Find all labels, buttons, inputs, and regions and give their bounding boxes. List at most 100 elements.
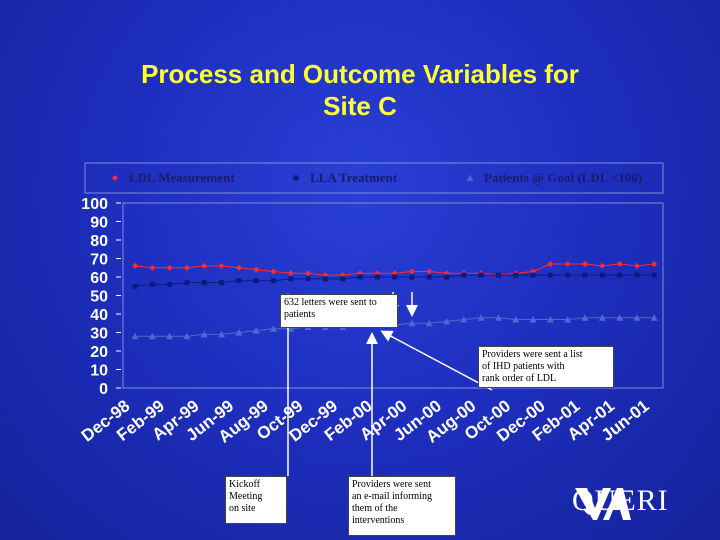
data-point xyxy=(184,280,190,286)
data-point xyxy=(443,317,451,325)
data-point xyxy=(270,278,276,284)
data-point xyxy=(650,314,658,321)
data-point xyxy=(478,272,484,278)
note-kickoff: Kickoff Meeting on site xyxy=(225,476,287,524)
data-point xyxy=(287,325,295,332)
data-point xyxy=(219,280,225,286)
data-point xyxy=(564,261,571,268)
data-point xyxy=(322,276,328,282)
data-point xyxy=(547,272,553,278)
legend-label: LLA Treatment xyxy=(310,170,398,185)
data-point xyxy=(495,272,501,278)
data-point xyxy=(149,264,156,271)
data-point xyxy=(236,278,242,284)
data-point xyxy=(235,329,243,336)
data-point xyxy=(167,281,173,287)
note-providers-list-line: rank order of LDL xyxy=(482,373,557,384)
data-point xyxy=(651,272,657,278)
data-point xyxy=(166,332,174,340)
data-point xyxy=(288,276,294,282)
data-point xyxy=(633,262,640,269)
plot-area xyxy=(122,202,664,389)
slide-title-line-2: Site C xyxy=(323,91,397,121)
legend-label: LDL Measurement xyxy=(129,170,235,185)
data-point xyxy=(477,314,485,321)
data-point xyxy=(409,274,415,280)
data-point xyxy=(616,314,624,321)
note-email: Providers were sent an e-mail informing … xyxy=(348,476,456,536)
note-letters: 632 letters were sent to patients xyxy=(280,294,398,328)
legend-marker xyxy=(466,174,474,181)
note-email-line: them of the xyxy=(352,503,398,514)
legend-box xyxy=(84,162,664,194)
note-email-line: an e-mail informing xyxy=(352,491,432,502)
data-point xyxy=(253,278,259,284)
data-point xyxy=(253,266,260,273)
slide-title-line-1: Process and Outcome Variables for xyxy=(141,59,579,89)
data-point xyxy=(131,332,139,340)
y-tick-label: 50 xyxy=(90,289,108,306)
legend-marker xyxy=(293,175,299,181)
data-point xyxy=(512,316,520,323)
legend-label: Patients @ Goal (LDL <100) xyxy=(484,170,642,185)
y-tick-label: 90 xyxy=(90,215,108,232)
note-kickoff-line: Kickoff xyxy=(229,479,260,490)
note-providers-list: Providers were sent a list of IHD patien… xyxy=(478,346,614,388)
data-point xyxy=(633,314,641,321)
data-point xyxy=(582,261,588,268)
data-point xyxy=(426,268,433,275)
data-point xyxy=(374,274,380,280)
data-point xyxy=(148,332,156,340)
y-tick-label: 70 xyxy=(90,252,108,269)
data-point xyxy=(392,274,398,280)
y-tick-label: 100 xyxy=(81,196,108,213)
note-providers-list-line: of IHD patients with xyxy=(482,361,565,372)
data-point xyxy=(634,272,640,278)
note-kickoff-line: Meeting xyxy=(229,491,263,502)
data-point xyxy=(598,314,606,321)
data-point xyxy=(218,330,226,338)
y-tick-label: 40 xyxy=(90,307,108,324)
va-logo-icon xyxy=(575,488,631,520)
note-kickoff-line: on site xyxy=(229,503,256,514)
data-point xyxy=(252,327,260,334)
data-point xyxy=(617,272,623,278)
data-point xyxy=(340,276,346,282)
queri-logo-text: QUERI xyxy=(572,484,669,517)
y-tick-label: 10 xyxy=(90,363,108,380)
data-point xyxy=(547,261,554,268)
legend: LDL Measurement LLA Treatment Patients @ G… xyxy=(112,170,642,185)
data-point xyxy=(599,272,605,278)
note-email-line: interventions xyxy=(352,515,405,526)
data-point xyxy=(530,272,536,278)
data-point xyxy=(200,330,208,338)
note-providers-list-line: Providers were sent a list xyxy=(482,349,583,360)
data-point xyxy=(460,316,468,323)
slide-title: Process and Outcome Variables for Site C xyxy=(60,58,660,122)
data-point xyxy=(183,332,191,340)
data-point xyxy=(235,264,242,271)
data-point xyxy=(201,262,208,269)
note-email-line: Providers were sent xyxy=(352,479,431,490)
data-point xyxy=(149,281,155,287)
data-point xyxy=(183,264,190,271)
data-point xyxy=(513,272,519,278)
data-point xyxy=(201,280,207,286)
data-point xyxy=(616,261,623,268)
data-point xyxy=(529,316,537,323)
series-1 xyxy=(132,272,657,289)
data-point xyxy=(287,270,294,277)
y-tick-label: 60 xyxy=(90,270,108,287)
data-point xyxy=(426,274,432,280)
data-point xyxy=(269,325,277,332)
data-point xyxy=(166,264,173,271)
data-point xyxy=(408,268,415,275)
data-point xyxy=(408,319,416,327)
data-point xyxy=(305,270,312,277)
y-tick-label: 80 xyxy=(90,233,108,250)
data-point xyxy=(270,268,277,275)
note-letters-text: 632 letters were sent to patients xyxy=(284,297,377,320)
data-point xyxy=(546,316,554,323)
data-point xyxy=(305,276,311,282)
